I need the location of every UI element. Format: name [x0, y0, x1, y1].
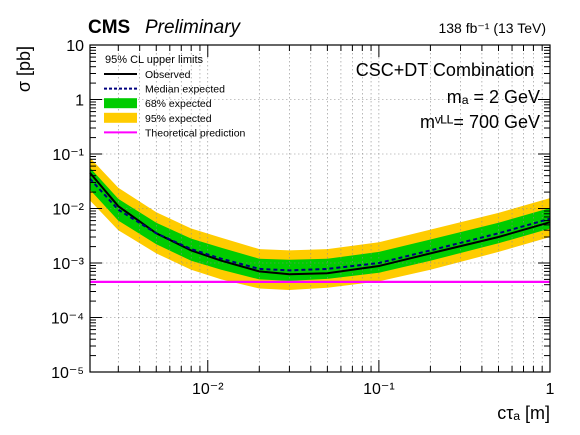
y-tick-label: 10⁻⁴	[51, 311, 84, 328]
legend-label-median-expected: Median expected	[145, 84, 225, 96]
y-tick-label: 10⁻¹	[52, 147, 84, 164]
annotation-combination: CSC+DT Combination	[356, 60, 534, 80]
x-tick-label: 10⁻²	[192, 381, 224, 398]
annotation-mvll: mᵛᴸᴸ= 700 GeV	[420, 112, 540, 132]
x-tick-label: 10⁻¹	[363, 381, 395, 398]
legend-label-68-expected: 68% expected	[145, 98, 212, 110]
legend-label-observed: Observed	[145, 69, 191, 81]
legend-label-95-expected: 95% expected	[145, 113, 212, 125]
y-tick-label: 10⁻⁵	[51, 365, 84, 382]
y-axis-label: σ [pb]	[14, 46, 34, 92]
annotation-ma: mₐ = 2 GeV	[447, 87, 540, 107]
header-luminosity: 138 fb⁻¹ (13 TeV)	[438, 20, 546, 36]
x-axis-label: cτₐ [m]	[497, 403, 550, 423]
legend-swatch-95-expected	[104, 112, 137, 123]
legend-title: 95% CL upper limits	[105, 54, 204, 66]
y-tick-label: 10⁻³	[52, 256, 84, 273]
x-tick-label: 1	[546, 381, 555, 398]
y-tick-label: 10	[66, 38, 84, 55]
expected-bands	[90, 157, 550, 290]
limit-curves	[89, 172, 551, 283]
legend: 95% CL upper limits Observed Median expec…	[104, 54, 246, 139]
y-tick-label: 10⁻²	[52, 202, 84, 219]
legend-swatch-68-expected	[104, 98, 137, 109]
legend-label-theoretical-prediction: Theoretical prediction	[145, 127, 246, 139]
axis-ticks	[90, 44, 551, 373]
header-preliminary: Preliminary	[145, 17, 242, 38]
y-tick-label: 1	[75, 93, 84, 110]
header-cms: CMS	[88, 17, 130, 38]
axis-tick-labels: 10⁻² 10⁻¹ 1 10 1 10⁻¹ 10⁻² 10⁻³ 10⁻⁴ 10⁻⁵	[51, 38, 555, 398]
line-median-expected	[89, 178, 551, 272]
